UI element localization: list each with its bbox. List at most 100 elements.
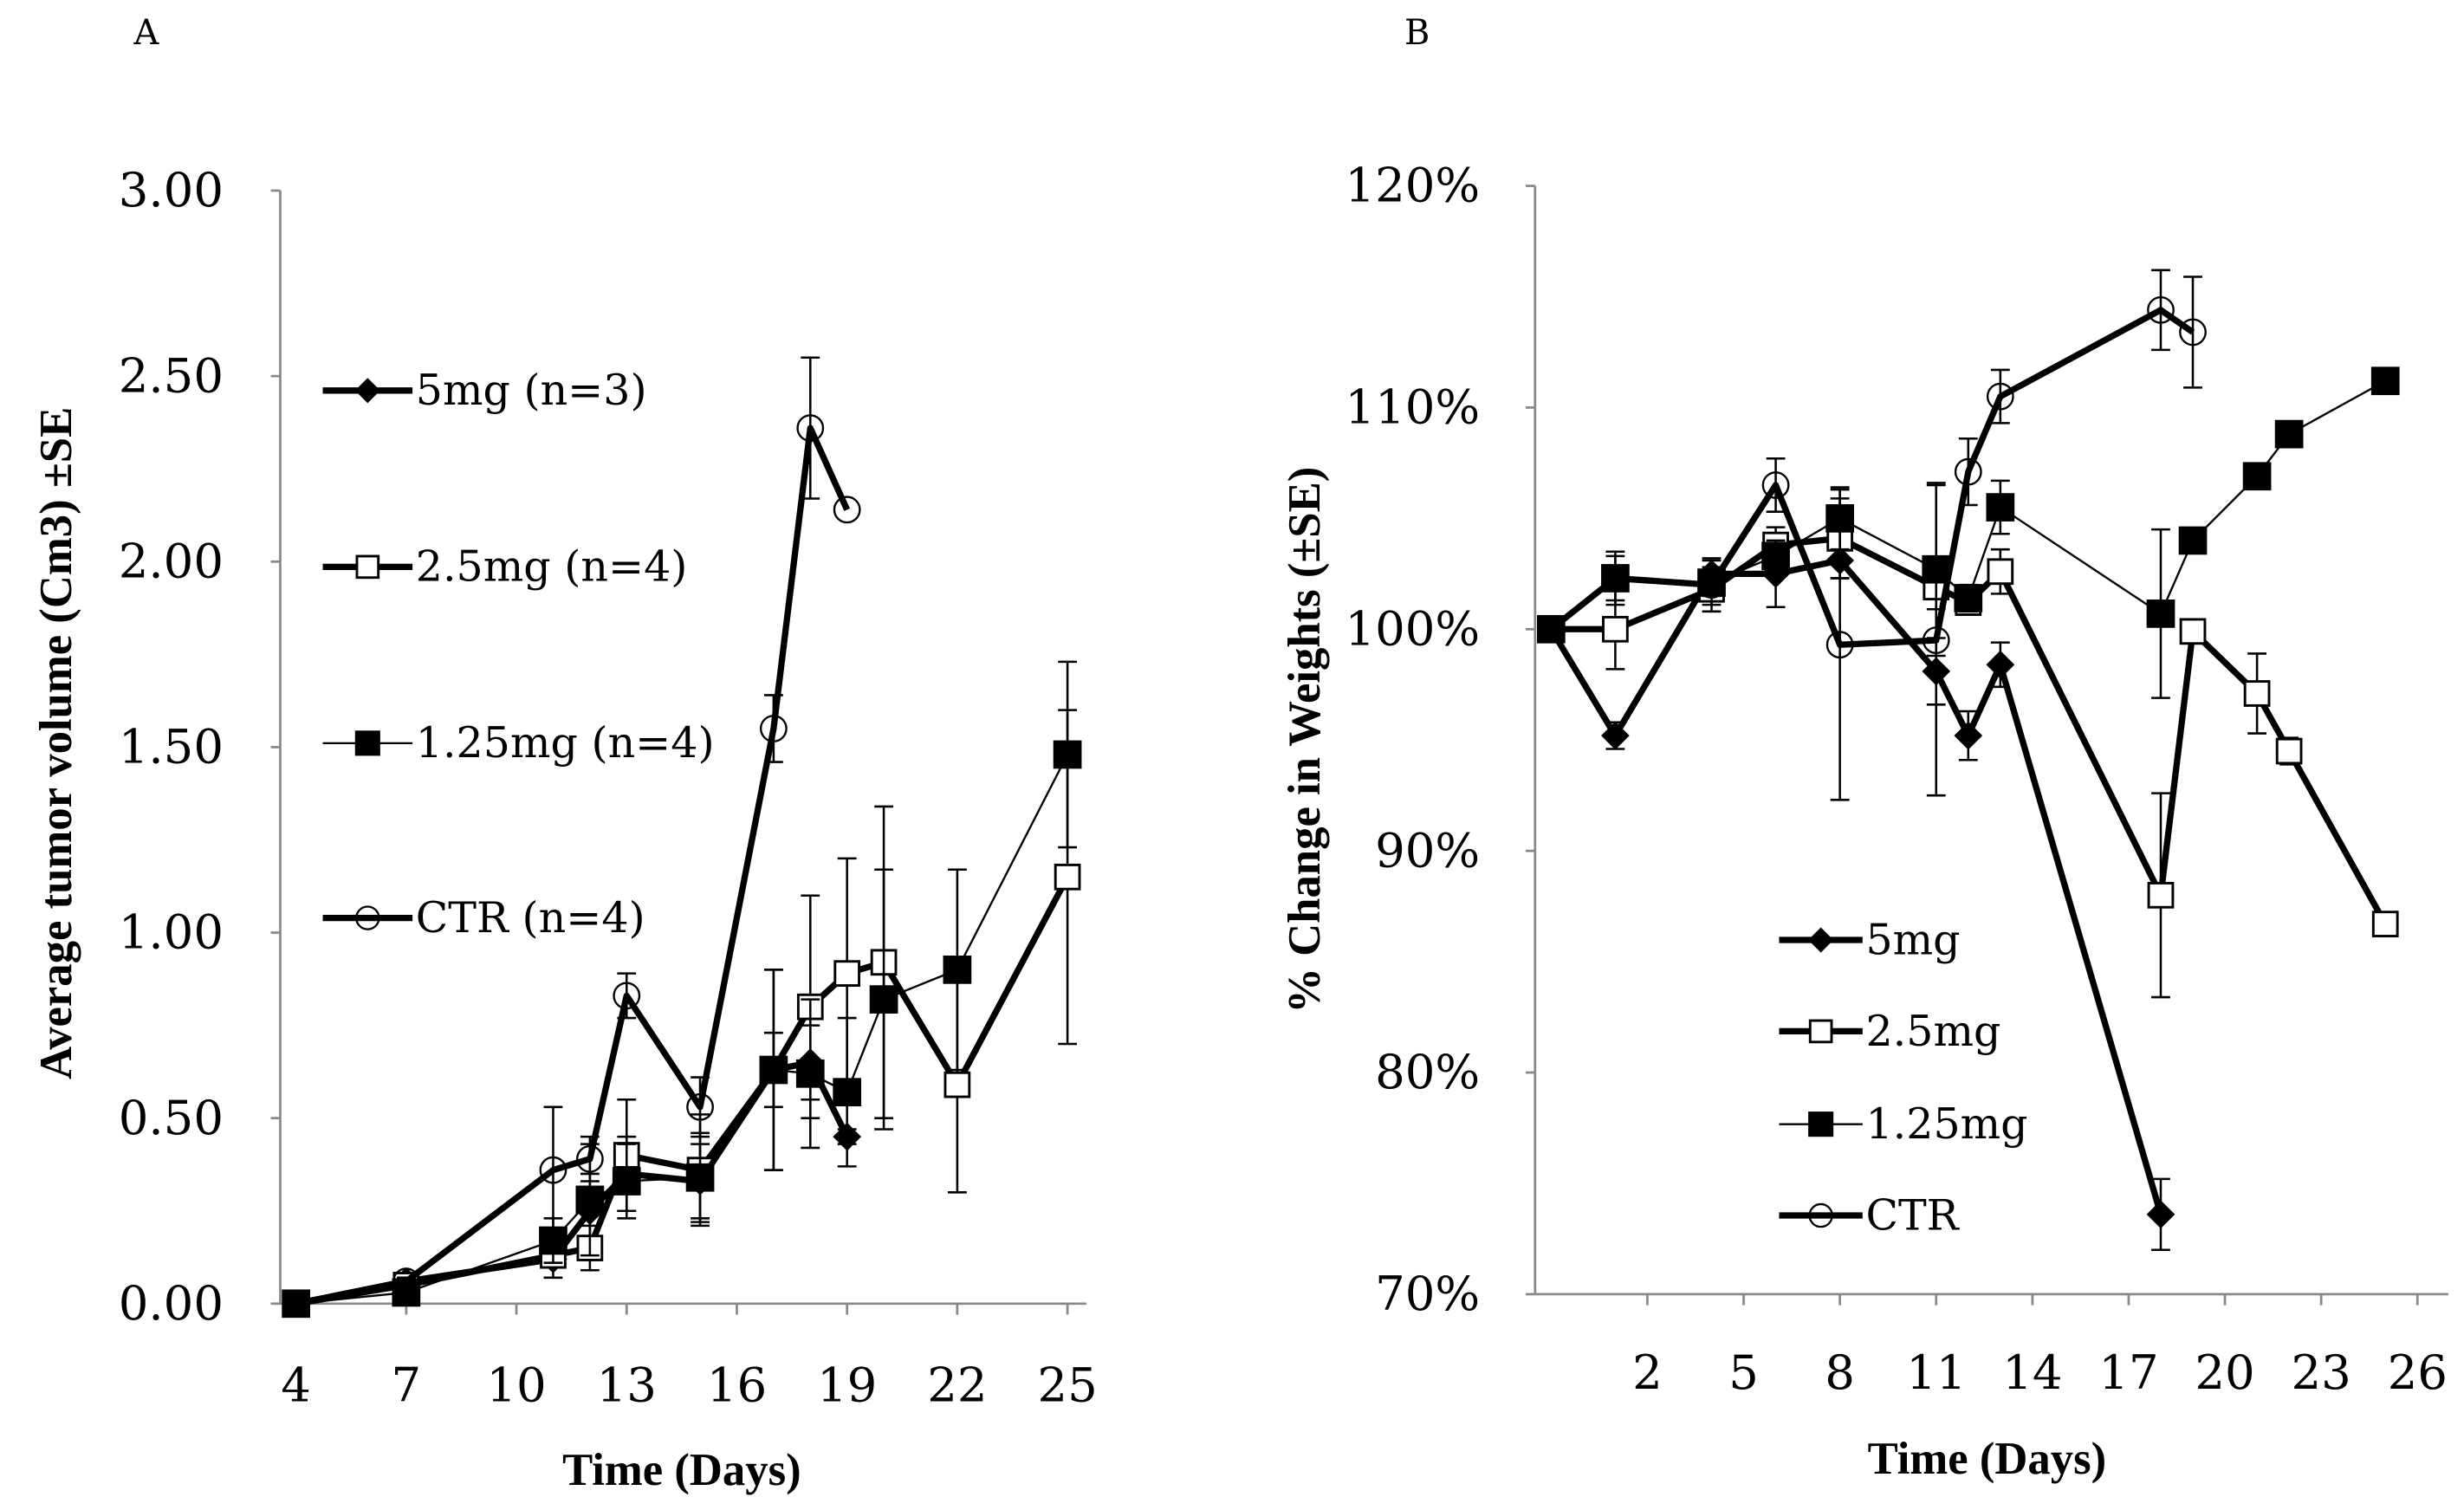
- y-tick-label: 120%: [1345, 158, 1480, 213]
- y-tick-label: 3.00: [119, 162, 224, 217]
- legend-entry: 1.25mg: [1779, 1098, 2028, 1149]
- data-point: [539, 1156, 567, 1184]
- legend-marker: [354, 730, 380, 756]
- y-tick-label: 1.00: [119, 904, 224, 960]
- legend-marker: [1808, 927, 1834, 953]
- legend-entry: 2.5mg (n=4): [322, 541, 688, 592]
- legend-entry: 5mg (n=3): [322, 365, 647, 415]
- chart-panel-a: A Time (Days) Average tumor volume (Cm3)…: [31, 13, 1098, 1495]
- y-tick-label: 80%: [1375, 1044, 1480, 1099]
- data-point: [685, 1163, 715, 1192]
- data-point: [2178, 526, 2208, 555]
- data-point: [795, 1059, 825, 1088]
- y-axis-label-b: % Change in Weights (±SE): [1280, 467, 1330, 1014]
- x-axis-label-a: Time (Days): [562, 1445, 801, 1495]
- chart-panel-b: B Time (Days) % Change in Weights (±SE) …: [1280, 13, 2448, 1484]
- data-point: [1987, 558, 2014, 586]
- series-line: [295, 1059, 850, 1307]
- legend-marker: [1808, 1019, 1833, 1044]
- x-tick-label: 10: [486, 1357, 546, 1412]
- data-point: [833, 1078, 862, 1107]
- legend-entry: CTR (n=4): [322, 892, 645, 943]
- x-tick-label: 17: [2098, 1345, 2158, 1400]
- x-tick-label: 14: [2002, 1345, 2062, 1400]
- series-line: [295, 875, 1071, 1307]
- data-point: [1761, 541, 1790, 571]
- data-point: [282, 1289, 310, 1318]
- data-point: [1761, 471, 1790, 499]
- y-tick-label: 100%: [1345, 600, 1480, 656]
- data-point: [1825, 631, 1854, 659]
- data-point: [2147, 881, 2175, 909]
- series-line: [295, 424, 850, 1307]
- x-tick-label: 2: [1632, 1345, 1663, 1400]
- legend-marker: [355, 905, 380, 930]
- legend-label: 5mg (n=3): [416, 365, 647, 415]
- data-point: [575, 1144, 604, 1173]
- series-line: [1548, 557, 2164, 1215]
- y-tick-label: 90%: [1375, 822, 1480, 878]
- data-point: [2147, 295, 2175, 324]
- legend-marker: [1808, 1202, 1833, 1228]
- legend-label: 2.5mg: [1865, 1006, 2000, 1056]
- legend-marker: [1808, 1111, 1834, 1137]
- series-ctr: [1537, 269, 2207, 801]
- data-point: [1922, 626, 1950, 654]
- data-point: [943, 956, 972, 984]
- legend-label: 2.5mg (n=4): [416, 541, 688, 592]
- legend-label: 1.25mg: [1865, 1098, 2027, 1149]
- data-point: [1053, 740, 1082, 769]
- y-tick-label: 0.50: [119, 1090, 224, 1145]
- data-point: [759, 715, 788, 742]
- legend-marker: [354, 378, 380, 404]
- panel-label-b: B: [1404, 13, 1430, 53]
- series-line: [1549, 307, 2195, 648]
- y-tick-label: 110%: [1345, 379, 1480, 435]
- x-axis-label-b: Time (Days): [1868, 1434, 2107, 1484]
- series-line: [295, 754, 1069, 1305]
- data-point: [2242, 462, 2272, 491]
- data-point: [833, 496, 861, 524]
- x-tick-label: 4: [281, 1357, 311, 1412]
- series-ctr-n-4-: [282, 356, 861, 1318]
- data-point: [1054, 863, 1081, 891]
- data-point: [869, 985, 898, 1014]
- panel-label-a: A: [133, 13, 159, 53]
- data-point: [759, 1055, 788, 1085]
- data-point: [613, 982, 641, 1010]
- data-point: [392, 1267, 420, 1296]
- data-point: [1986, 493, 2015, 522]
- data-point: [2371, 911, 2399, 937]
- data-point: [575, 1185, 605, 1215]
- y-tick-label: 1.50: [119, 719, 224, 774]
- data-point: [833, 960, 861, 988]
- legend-marker: [355, 554, 380, 580]
- data-point: [1602, 615, 1629, 643]
- legend-label: CTR: [1865, 1189, 1960, 1240]
- data-point: [1986, 650, 2015, 679]
- x-tick-label: 25: [1037, 1357, 1097, 1412]
- x-tick-label: 22: [927, 1357, 987, 1412]
- legend-entry: 5mg: [1779, 914, 1961, 964]
- x-tick-label: 19: [817, 1357, 877, 1412]
- y-tick-label: 70%: [1375, 1266, 1480, 1321]
- x-tick-label: 8: [1825, 1345, 1855, 1400]
- data-point: [1601, 564, 1630, 593]
- legend-entry: CTR: [1779, 1189, 1961, 1240]
- x-tick-label: 23: [2291, 1345, 2351, 1400]
- x-tick-label: 5: [1728, 1345, 1759, 1400]
- data-point: [943, 1071, 971, 1098]
- data-point: [2146, 599, 2175, 628]
- x-tick-label: 16: [707, 1357, 767, 1412]
- legend-label: 5mg: [1865, 914, 1960, 964]
- x-tick-label: 11: [1906, 1345, 1966, 1400]
- x-tick-label: 13: [597, 1357, 657, 1412]
- legend-label: 1.25mg (n=4): [416, 717, 715, 768]
- data-point: [1954, 721, 1983, 750]
- y-tick-label: 2.00: [119, 533, 224, 588]
- x-tick-label: 20: [2195, 1345, 2254, 1400]
- data-point: [2146, 1200, 2175, 1229]
- series-1.25mg-n-4-: [282, 660, 1082, 1319]
- series-2.5mg-n-4-: [282, 709, 1081, 1318]
